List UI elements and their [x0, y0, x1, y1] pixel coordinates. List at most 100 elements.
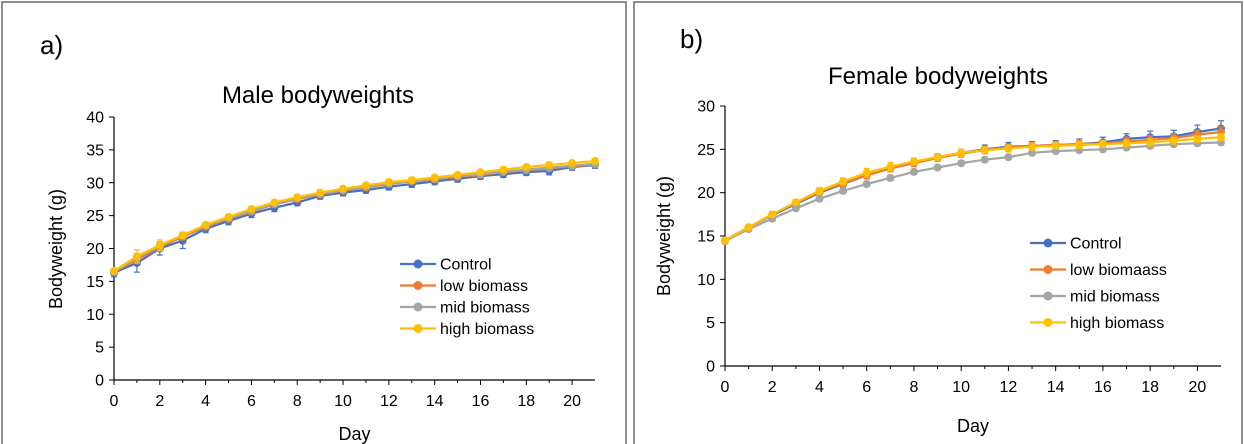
legend-label: high biomass — [440, 321, 534, 338]
data-point — [933, 153, 942, 162]
data-point — [862, 168, 871, 177]
data-point — [568, 159, 577, 168]
x-tick-label: 14 — [1047, 379, 1065, 396]
data-point — [1122, 139, 1131, 148]
legend-swatch-marker — [413, 281, 423, 290]
data-point — [886, 162, 895, 171]
data-point — [1004, 144, 1013, 153]
data-point — [591, 157, 599, 166]
data-point — [791, 204, 800, 213]
y-tick-label: 0 — [95, 373, 104, 390]
data-point — [545, 160, 554, 169]
data-point — [476, 168, 485, 177]
data-point — [339, 184, 348, 193]
x-tick-label: 0 — [110, 393, 119, 410]
data-point — [957, 148, 966, 157]
legend-label: low biomass — [440, 278, 528, 295]
panel-female: b) Female bodyweights 0 5 10 15 20 25 30 0 2 4 6 8 1… — [633, 1, 1243, 444]
data-point — [721, 236, 729, 245]
y-tick-label: 40 — [86, 110, 104, 127]
x-tick-label: 14 — [426, 393, 444, 410]
data-point — [980, 155, 989, 164]
data-point — [155, 241, 164, 250]
x-tick-label: 8 — [909, 379, 918, 396]
legend: Control low biomass mid biomass high biomas… — [400, 257, 534, 338]
data-point — [1051, 141, 1060, 150]
data-point — [1004, 153, 1013, 162]
y-tick-label: 25 — [86, 208, 104, 225]
y-axis-label: Bodyweight (g) — [46, 189, 66, 309]
data-point — [132, 252, 141, 261]
x-tick-label: 4 — [201, 393, 210, 410]
series-line — [113, 163, 596, 274]
legend-label: high biomass — [1070, 315, 1164, 332]
series-line — [113, 160, 596, 272]
legend-label: low biomaass — [1070, 262, 1167, 279]
legend-label: mid biomass — [440, 300, 530, 317]
plot-area: 0 5 10 15 20 25 30 35 40 0 2 4 6 8 10 12 14 16 18 20 Day Body… — [46, 110, 599, 444]
data-point — [815, 186, 824, 195]
x-tick-label: 16 — [1094, 379, 1112, 396]
data-point — [361, 181, 370, 190]
legend-label: Control — [1070, 236, 1122, 253]
data-point — [839, 177, 848, 186]
data-point — [1193, 134, 1202, 143]
y-tick-label: 30 — [86, 175, 104, 192]
x-tick-label: 4 — [815, 379, 824, 396]
y-tick-label: 15 — [697, 229, 715, 246]
data-point — [430, 173, 439, 182]
data-point — [453, 170, 462, 179]
series-high-biomass — [721, 133, 1225, 245]
legend-swatch-marker — [413, 302, 423, 312]
chart-title: Male bodyweights — [222, 82, 414, 109]
x-tick-label: 10 — [334, 393, 352, 410]
x-tick-label: 20 — [1188, 379, 1206, 396]
y-tick-label: 5 — [95, 340, 104, 357]
legend-swatch-marker — [1043, 318, 1053, 327]
x-tick-label: 6 — [247, 393, 256, 410]
x-tick-label: 12 — [380, 393, 398, 410]
series-line — [724, 141, 1222, 243]
data-point — [862, 180, 871, 188]
data-point — [980, 146, 989, 155]
data-point — [839, 186, 848, 195]
y-tick-label: 25 — [697, 142, 715, 159]
data-point — [224, 212, 233, 221]
data-point — [933, 163, 942, 172]
data-point — [522, 162, 531, 171]
data-point — [1075, 141, 1084, 149]
data-point — [1146, 138, 1155, 147]
x-tick-label: 8 — [293, 393, 302, 410]
legend-label: mid biomass — [1070, 289, 1160, 306]
y-tick-label: 10 — [86, 307, 104, 324]
panel-border — [633, 1, 1243, 444]
panel-male: a) Male bodyweights 0 5 10 15 20 25 30 35 40 0 2 4 6… — [1, 1, 627, 444]
y-tick-label: 20 — [697, 185, 715, 202]
y-tick-label: 20 — [86, 241, 104, 258]
data-point — [957, 159, 966, 168]
data-point — [791, 198, 800, 207]
data-point — [1217, 133, 1225, 142]
data-point — [909, 167, 918, 176]
data-point — [1028, 142, 1037, 151]
y-tick-label: 0 — [706, 359, 715, 376]
data-point — [247, 205, 256, 214]
data-point — [815, 194, 824, 203]
y-axis-label: Bodyweight (g) — [654, 176, 674, 296]
data-point — [293, 193, 302, 202]
legend-swatch-marker — [1043, 291, 1053, 301]
data-point — [499, 165, 508, 174]
data-point — [768, 210, 777, 219]
x-tick-label: 6 — [862, 379, 871, 396]
plot-area: 0 5 10 15 20 25 30 0 2 4 6 8 10 12 14 16 18 20 Day Bodyweig… — [654, 99, 1225, 436]
x-tick-label: 16 — [472, 393, 490, 410]
data-point — [178, 231, 187, 240]
data-point — [909, 157, 918, 166]
data-point — [110, 266, 118, 275]
data-point — [744, 223, 753, 232]
x-axis-label: Day — [338, 424, 370, 444]
x-tick-label: 0 — [721, 379, 730, 396]
data-point — [407, 176, 416, 185]
series-line — [724, 136, 1222, 242]
x-tick-label: 20 — [563, 393, 581, 410]
